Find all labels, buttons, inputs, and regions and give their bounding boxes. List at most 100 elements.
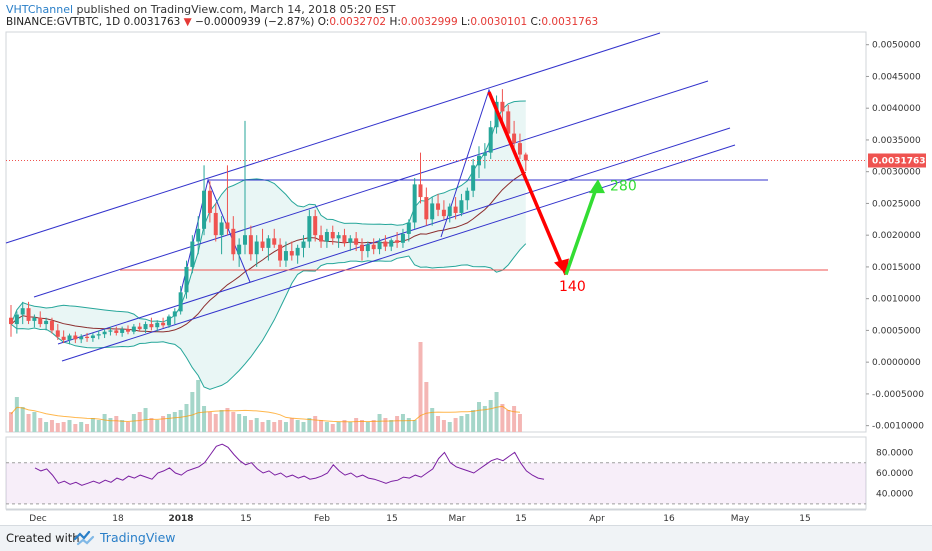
candle-body (61, 336, 66, 340)
time-tick-label: 15 (515, 514, 526, 524)
volume-bar (85, 424, 90, 432)
candle-body (477, 155, 481, 166)
candle-body (178, 292, 183, 312)
time-tick-label: Apr (589, 514, 605, 524)
rsi-tick-label: 40.0000 (876, 490, 913, 500)
candle-body (137, 326, 142, 330)
volume-bar (172, 412, 177, 432)
candle-body (248, 235, 253, 255)
volume-bar (260, 422, 265, 432)
candle-body (523, 154, 528, 161)
price-tick-label: 0.0045000 (872, 72, 921, 82)
candle-body (213, 212, 218, 236)
volume-bar (430, 408, 435, 432)
volume-bar (131, 414, 136, 432)
open-label: O: (317, 16, 330, 28)
price-tick-label: 0.0015000 (872, 263, 921, 273)
candle-body (108, 330, 113, 332)
volume-bar (412, 420, 417, 432)
candle-body (494, 101, 499, 128)
price-chart[interactable]: 0.0050000 0.0045000 0.0040000 0.0035000 0.00… (0, 0, 932, 525)
volume-bar (319, 420, 324, 432)
candle-body (471, 165, 476, 191)
candle-body (49, 320, 54, 331)
volume-bar (354, 418, 359, 432)
volume-bar (55, 423, 60, 432)
channel-line (57, 127, 731, 345)
candle-body (412, 184, 417, 223)
candle-body (418, 184, 423, 198)
volume-bar (14, 397, 19, 432)
volume-bar (137, 412, 142, 432)
volume-bar (494, 392, 499, 432)
time-tick-label: Dec (29, 514, 46, 524)
candle-body (400, 233, 405, 243)
volume-bar (406, 418, 411, 432)
candle-body (482, 152, 487, 156)
candle-body (219, 222, 224, 236)
tradingview-brand-link[interactable]: TradingView (100, 530, 176, 545)
candle-body (342, 235, 347, 243)
volume-bar (342, 420, 347, 432)
volume-bar (114, 416, 119, 432)
channel-line (5, 32, 661, 244)
created-with-label: Created with (6, 531, 80, 545)
candle-body (383, 241, 388, 247)
volume-bar (289, 418, 294, 432)
candle-body (377, 241, 382, 250)
volume-bar (295, 420, 300, 432)
candle-body (149, 324, 154, 328)
price-tick-label: 0.0025000 (872, 199, 921, 209)
open-value: 0.0032702 (329, 16, 387, 28)
volume-bar (477, 402, 481, 432)
volume-bar (436, 416, 441, 432)
volume-bar (120, 420, 125, 432)
channel-line (33, 80, 709, 298)
volume-bar (336, 422, 341, 432)
volume-bar (102, 414, 107, 432)
volume-bar (441, 420, 446, 432)
volume-bar (79, 422, 84, 432)
candle-body (243, 235, 247, 245)
volume-bar (20, 407, 25, 432)
up-arrow-head (589, 179, 605, 194)
published-text: published on TradingView.com, March 14, … (76, 3, 396, 16)
candle-body (161, 322, 166, 326)
price-tick-label: -0.0010000 (872, 422, 924, 432)
candle-body (289, 251, 294, 256)
volume-bar (447, 422, 452, 432)
volume-bar (400, 414, 405, 432)
price-tick-label: 0.0030000 (872, 168, 921, 178)
volume-bar (254, 418, 259, 432)
candle-body (278, 244, 283, 261)
volume-bar (395, 416, 400, 432)
volume-bar (301, 422, 306, 432)
low-value: 0.0030101 (470, 16, 528, 28)
volume-bar (389, 420, 394, 432)
volume-bar (73, 424, 78, 432)
candle-body (441, 209, 446, 217)
candle-body (365, 244, 370, 252)
volume-bar (225, 408, 230, 432)
candle-body (14, 314, 19, 325)
volume-bar (9, 412, 13, 432)
volume-bar (278, 420, 283, 432)
candle-body (336, 235, 341, 239)
target-label-280: 280 (610, 178, 637, 194)
volume-bar (377, 414, 382, 432)
volume-bar (38, 418, 43, 432)
last-price-tag-label: 0.0031763 (872, 156, 926, 166)
author-link[interactable]: VHTChannel (6, 3, 74, 16)
volume-bar (266, 420, 271, 432)
volume-bar (360, 420, 364, 432)
time-tick-label: 15 (386, 514, 397, 524)
candle-body (85, 336, 90, 339)
tradingview-logo-icon (74, 530, 95, 546)
volume-bar (32, 412, 37, 432)
time-tick-label: 16 (663, 514, 675, 524)
volume-bar (161, 416, 166, 432)
volume-bar (67, 420, 72, 432)
volume-bar (283, 422, 288, 432)
volume-bar (324, 422, 329, 432)
candle-body (266, 238, 271, 248)
